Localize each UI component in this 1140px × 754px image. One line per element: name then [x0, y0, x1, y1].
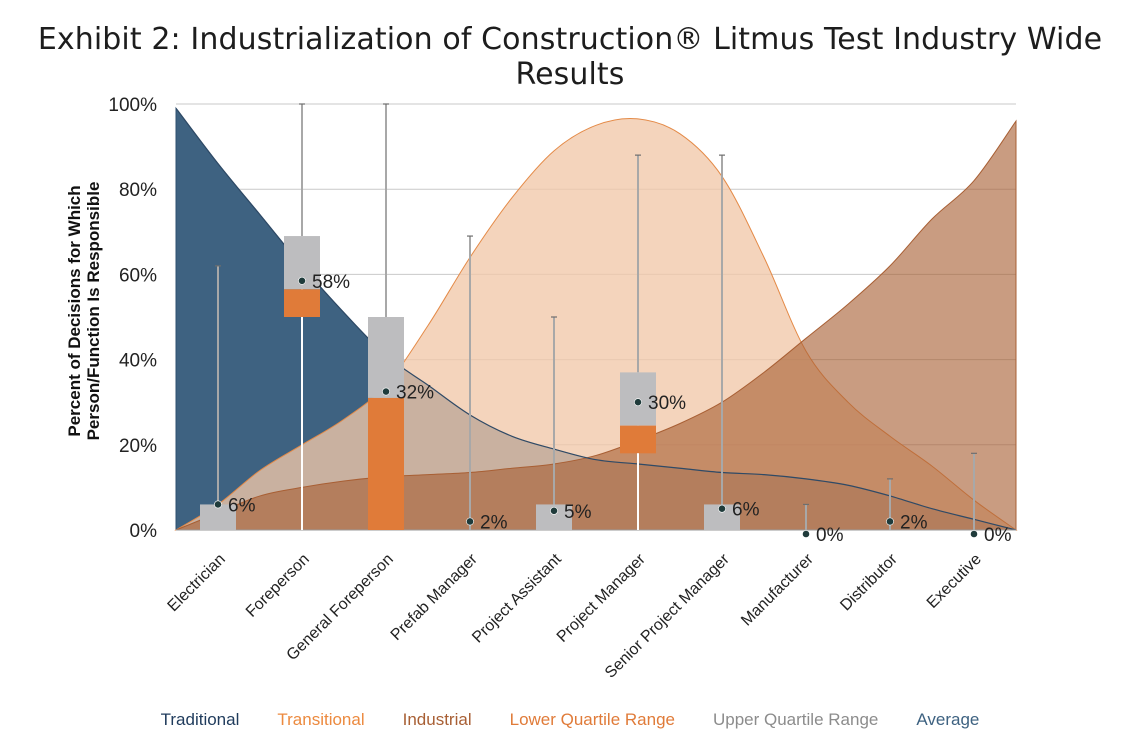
- lower-quartile-3: [368, 397, 404, 530]
- data-label-5: 5%: [564, 502, 592, 523]
- legend: Traditional Transitional Industrial Lower Q…: [0, 710, 1140, 730]
- box-7: 6%: [704, 154, 760, 530]
- y-axis-label-line1: Percent of Decisions for Which: [65, 185, 84, 436]
- data-label-2: 58%: [312, 272, 350, 293]
- average-marker-5: [550, 506, 558, 515]
- average-marker-1: [214, 500, 222, 509]
- box-9: 2%: [886, 478, 928, 533]
- lower-quartile-6: [620, 425, 656, 454]
- xtick-label-8: Manufacturer: [738, 550, 817, 629]
- data-label-4: 2%: [480, 512, 508, 533]
- box-5: 5%: [536, 316, 592, 530]
- xtick-label-2: Foreperson: [243, 551, 313, 621]
- xtick-label-5: Project Assistant: [469, 550, 565, 646]
- xtick-label-10: Executive: [924, 551, 985, 612]
- box-3: 32%: [368, 103, 434, 530]
- lower-quartile-2: [284, 289, 320, 317]
- data-label-8: 0%: [816, 525, 844, 546]
- legend-item-5: Upper Quartile Range: [712, 710, 879, 729]
- data-label-10: 0%: [984, 525, 1012, 546]
- ytick-label-40: 40%: [119, 351, 157, 372]
- average-marker-7: [718, 504, 726, 513]
- legend-item-1: Traditional: [160, 710, 240, 729]
- box-6: 30%: [620, 154, 686, 530]
- upper-quartile-3: [368, 317, 404, 398]
- xtick-label-6: Project Manager: [554, 550, 650, 646]
- box-10: 0%: [970, 452, 1012, 546]
- legend-item-6: Average: [916, 710, 980, 729]
- ytick-label-60: 60%: [119, 265, 157, 286]
- xtick-label-4: Prefab Manager: [388, 550, 482, 644]
- data-label-3: 32%: [396, 383, 434, 404]
- box-plot: 6% 58% 32% 2% 5% 30% 6% 0% 2% 0% 0% 20% 40% 60% 80% 100…: [65, 95, 1018, 682]
- ytick-label-0: 0%: [130, 521, 158, 542]
- box-8: 0%: [802, 503, 844, 546]
- legend-item-3: Industrial: [402, 710, 472, 729]
- box-1: 6%: [200, 265, 256, 530]
- average-marker-2: [298, 276, 306, 285]
- average-marker-8: [802, 530, 810, 538]
- area-industrial: [175, 119, 1017, 531]
- chart-title: Exhibit 2: Industrialization of Construc…: [37, 22, 1103, 92]
- y-axis-label-line2: Person/Function Is Responsible: [84, 182, 103, 441]
- legend-item-4: Lower Quartile Range: [509, 710, 675, 729]
- upper-quartile-1: [200, 504, 236, 530]
- box-4: 2%: [466, 235, 508, 533]
- data-label-9: 2%: [900, 512, 928, 533]
- data-label-6: 30%: [648, 393, 686, 414]
- average-marker-6: [634, 398, 642, 407]
- ytick-label-100: 100%: [108, 95, 157, 116]
- data-label-1: 6%: [228, 495, 256, 516]
- xtick-label-1: Electrician: [165, 551, 229, 615]
- xtick-label-9: Distributor: [837, 550, 901, 614]
- average-marker-4: [466, 517, 474, 526]
- average-marker-9: [886, 517, 894, 526]
- legend-item-2: Transitional: [277, 710, 365, 729]
- average-marker-3: [382, 387, 390, 396]
- box-2: 58%: [284, 103, 350, 530]
- data-label-7: 6%: [732, 500, 760, 521]
- ytick-label-80: 80%: [119, 180, 157, 201]
- ytick-label-20: 20%: [119, 436, 157, 457]
- average-marker-10: [970, 530, 978, 538]
